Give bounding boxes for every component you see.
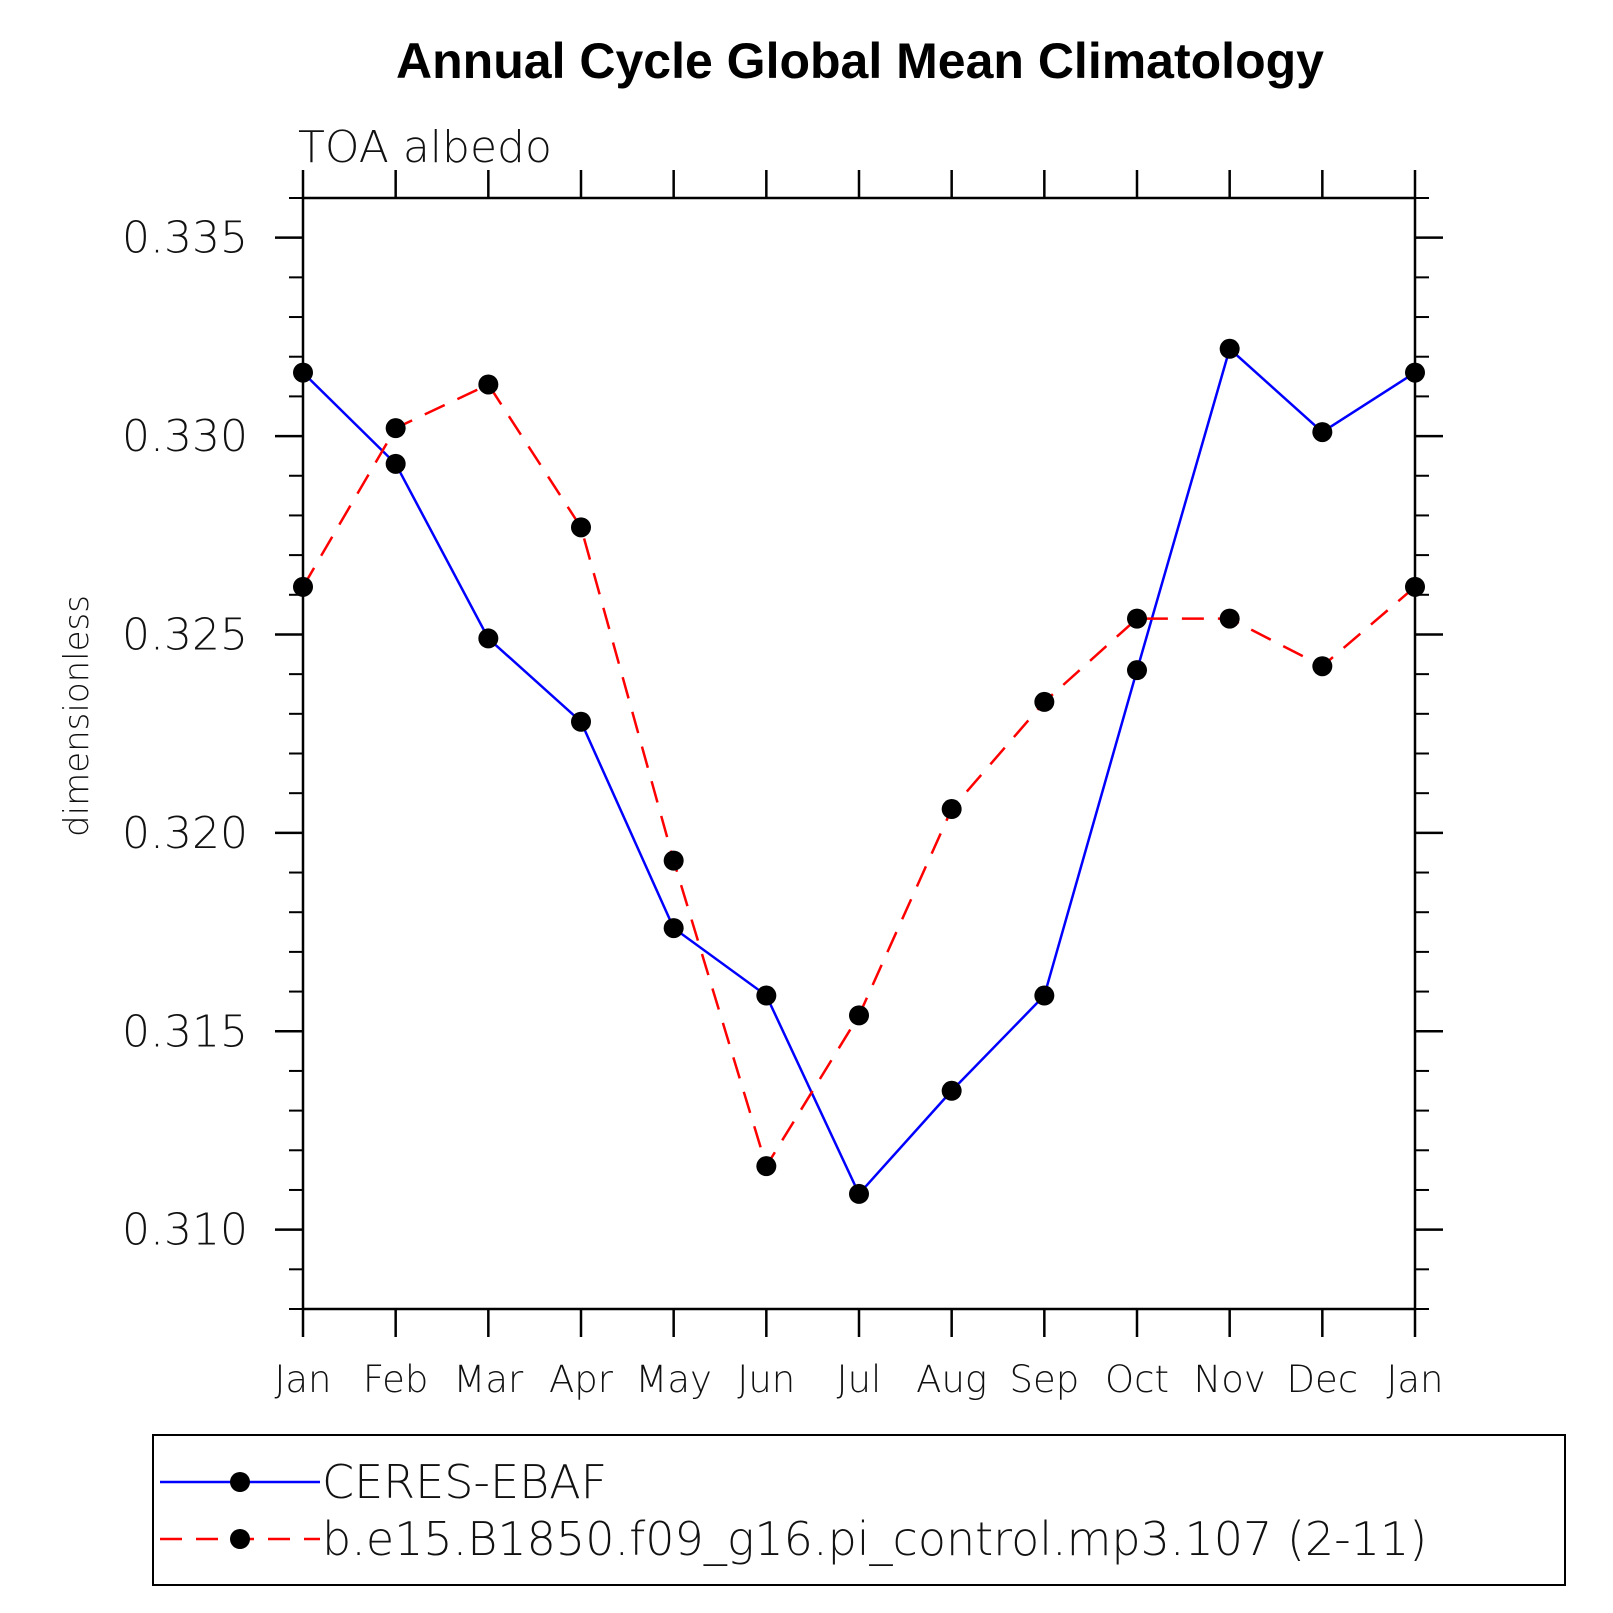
legend-box	[152, 1434, 1566, 1586]
legend-label: b.e15.B1850.f09_g16.pi_control.mp3.107 (…	[322, 1512, 1427, 1566]
data-point	[941, 1080, 962, 1101]
data-point	[1034, 691, 1055, 712]
data-point	[1312, 422, 1333, 443]
x-tick-label: Nov	[1194, 1358, 1266, 1401]
x-tick-label: Sep	[1009, 1358, 1079, 1401]
data-point	[756, 1156, 777, 1177]
legend-label: CERES-EBAF	[322, 1455, 607, 1509]
series-lines	[301, 346, 1416, 1197]
x-tick-label: Jul	[837, 1358, 882, 1401]
x-tick-label: May	[635, 1358, 712, 1401]
y-tick-label: 0.330	[122, 411, 248, 462]
y-tick-label: 0.335	[122, 213, 248, 264]
series-line-0	[302, 346, 1416, 1197]
data-point	[1127, 660, 1147, 681]
axis-ticks	[275, 170, 1443, 1337]
data-point	[849, 1005, 869, 1026]
y-tick-label: 0.310	[122, 1205, 248, 1256]
y-axis-label: dimensionless	[57, 595, 97, 837]
data-point	[663, 918, 684, 939]
data-points	[293, 338, 1425, 1204]
data-point	[1312, 656, 1333, 677]
data-point	[1034, 985, 1055, 1006]
y-tick-label: 0.325	[122, 609, 248, 660]
data-point	[478, 628, 499, 649]
x-tick-label: Jun	[737, 1358, 795, 1401]
data-point	[756, 985, 777, 1006]
chart-title: Annual Cycle Global Mean Climatology	[396, 33, 1324, 89]
data-point	[849, 1183, 869, 1204]
x-tick-label: Jan	[1386, 1358, 1443, 1401]
data-point	[941, 799, 962, 820]
data-point	[385, 453, 406, 474]
y-tick-label: 0.315	[122, 1006, 248, 1057]
y-tick-label: 0.320	[122, 808, 248, 859]
data-point	[1127, 608, 1147, 629]
x-tick-label: Dec	[1287, 1358, 1359, 1401]
data-point	[571, 517, 591, 538]
data-point	[663, 850, 684, 871]
x-tick-label: Apr	[549, 1358, 614, 1401]
legend-marker	[230, 1529, 250, 1549]
series-line-1	[301, 382, 1416, 1170]
data-point	[478, 374, 499, 395]
tick-labels: Jan Feb Mar Apr May Jun Jul Aug Sep Oct Nov Dec Jan 0…	[122, 213, 1443, 1401]
plot-frame	[301, 196, 1417, 1311]
data-point	[385, 418, 406, 439]
x-tick-label: Jan	[274, 1358, 331, 1401]
x-tick-label: Mar	[453, 1358, 524, 1401]
data-point	[571, 711, 591, 732]
x-tick-label: Oct	[1105, 1358, 1169, 1401]
data-point	[1219, 608, 1240, 629]
x-tick-label: Feb	[363, 1358, 429, 1401]
data-point	[1219, 338, 1240, 359]
legend: CERES-EBAFb.e15.B1850.f09_g16.pi_control…	[152, 1434, 1566, 1586]
chart-subtitle: TOA albedo	[298, 122, 552, 173]
x-tick-label: Aug	[916, 1358, 987, 1401]
legend-marker	[230, 1472, 250, 1492]
